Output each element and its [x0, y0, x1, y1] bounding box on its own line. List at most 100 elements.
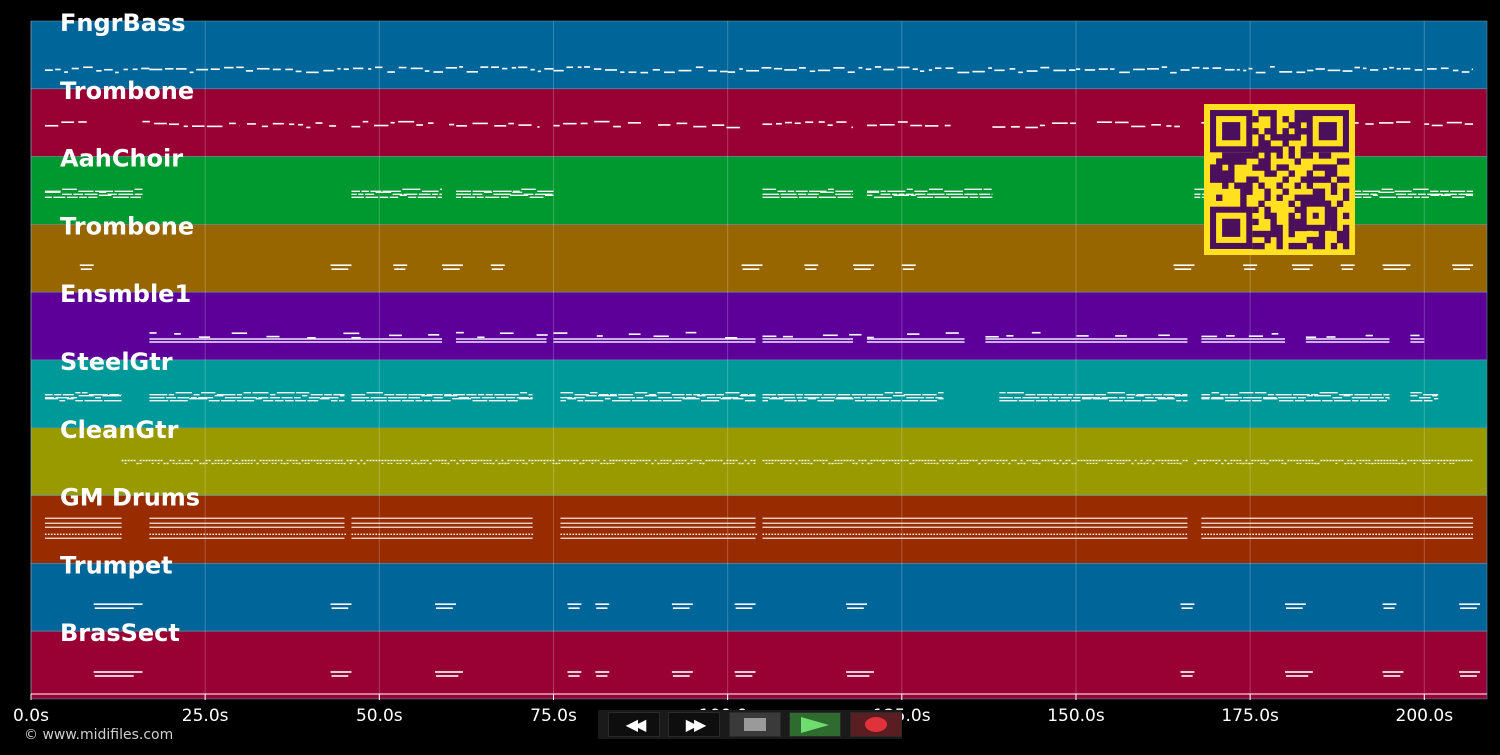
note-segment — [351, 188, 443, 198]
note-segment — [330, 264, 352, 270]
fast-forward-button[interactable]: ▶▶ — [668, 712, 720, 737]
track-lane — [30, 359, 1488, 428]
note-segment — [1173, 264, 1195, 270]
note-segment — [1096, 121, 1180, 128]
note-segment — [44, 66, 150, 74]
qr-code — [1204, 104, 1355, 255]
track-lane — [30, 630, 1488, 700]
play-icon — [801, 716, 829, 733]
note-segment — [149, 517, 347, 539]
note-segment — [448, 122, 540, 128]
play-button[interactable] — [789, 712, 841, 737]
record-icon — [865, 717, 887, 732]
note-segment — [866, 332, 965, 343]
note-segment — [351, 120, 434, 128]
track-lane — [30, 291, 1488, 361]
track-name: Trombone — [60, 212, 194, 240]
note-segment — [553, 66, 728, 74]
note-segment — [553, 120, 641, 128]
note-segment — [1452, 264, 1474, 270]
note-segment — [1354, 121, 1411, 125]
stop-icon — [744, 718, 766, 731]
note-segment — [853, 264, 874, 270]
tick-label: 175.0s — [1221, 706, 1279, 726]
note-segment — [490, 264, 505, 270]
note-segment — [435, 671, 463, 677]
note-segment — [1243, 264, 1258, 270]
track-lane — [30, 563, 1488, 632]
note-segment — [734, 603, 756, 609]
note-segment — [79, 264, 94, 270]
note-segment — [560, 392, 756, 402]
note-segment — [1075, 66, 1177, 74]
note-segment — [44, 392, 122, 402]
note-segment — [567, 603, 582, 609]
note-segment — [866, 188, 993, 198]
note-segment — [560, 517, 758, 539]
note-segment — [1180, 66, 1474, 74]
note-segment — [1305, 334, 1390, 343]
note-segment — [671, 671, 693, 677]
note-segment — [149, 392, 345, 402]
note-segment — [351, 334, 443, 343]
note-segment — [741, 264, 763, 270]
note-segment — [44, 188, 143, 198]
tick-label: 75.0s — [530, 706, 577, 726]
track-name: GM Drums — [60, 484, 200, 512]
note-segment — [846, 671, 874, 677]
note-segment — [1194, 459, 1473, 465]
note-segment — [762, 392, 944, 402]
note-segment — [1284, 671, 1313, 677]
note-segment — [295, 66, 554, 74]
note-segment — [149, 66, 296, 74]
note-segment — [1410, 334, 1425, 343]
note-segment — [595, 671, 610, 677]
note-segment — [901, 264, 916, 270]
note-segment — [553, 331, 756, 343]
note-segment — [1340, 264, 1355, 270]
track-labels: FngrBass Trombone AahChoir Trombone Ensmble1… — [60, 9, 200, 647]
copyright-text: © www.midifiles.com — [24, 727, 174, 743]
track-name: BrasSect — [60, 619, 180, 647]
track-name: SteelGtr — [60, 348, 173, 376]
rewind-icon: ◀◀ — [625, 715, 647, 734]
track-name: Trombone — [60, 77, 194, 105]
note-segment — [1382, 603, 1397, 609]
transport-bar: ◀◀ ▶▶ — [598, 710, 902, 739]
note-segment — [330, 603, 352, 609]
rewind-button[interactable]: ◀◀ — [608, 712, 660, 737]
note-segment — [442, 264, 463, 270]
note-segment — [567, 671, 582, 677]
note-segment — [44, 121, 87, 127]
note-segment — [1382, 671, 1404, 677]
track-lane — [30, 427, 1488, 496]
note-segment — [762, 459, 1188, 465]
tick-label: 0.0s — [13, 706, 49, 726]
note-segment — [1354, 188, 1474, 198]
tick-label: 150.0s — [1047, 706, 1105, 726]
note-segment — [1424, 121, 1474, 127]
note-segment — [1410, 392, 1439, 402]
note-segment — [44, 517, 122, 539]
track-lane — [30, 20, 1488, 89]
note-segment — [1180, 603, 1195, 609]
note-segment — [671, 603, 693, 609]
note-segment — [1284, 603, 1306, 609]
note-segment — [1291, 264, 1313, 270]
track-name: CleanGtr — [60, 416, 179, 444]
note-segment — [93, 603, 143, 609]
note-segment — [455, 188, 554, 198]
note-segment — [985, 331, 1188, 343]
tick-label: 200.0s — [1396, 706, 1454, 726]
note-segment — [762, 517, 1188, 539]
stop-button[interactable] — [729, 712, 781, 737]
tick-label: 25.0s — [182, 706, 229, 726]
note-segment — [992, 122, 1076, 129]
record-button[interactable] — [850, 712, 902, 737]
note-segment — [351, 392, 533, 402]
note-segment — [1201, 392, 1390, 402]
note-segment — [999, 392, 1188, 402]
note-segment — [455, 331, 548, 343]
note-segment — [762, 121, 854, 129]
